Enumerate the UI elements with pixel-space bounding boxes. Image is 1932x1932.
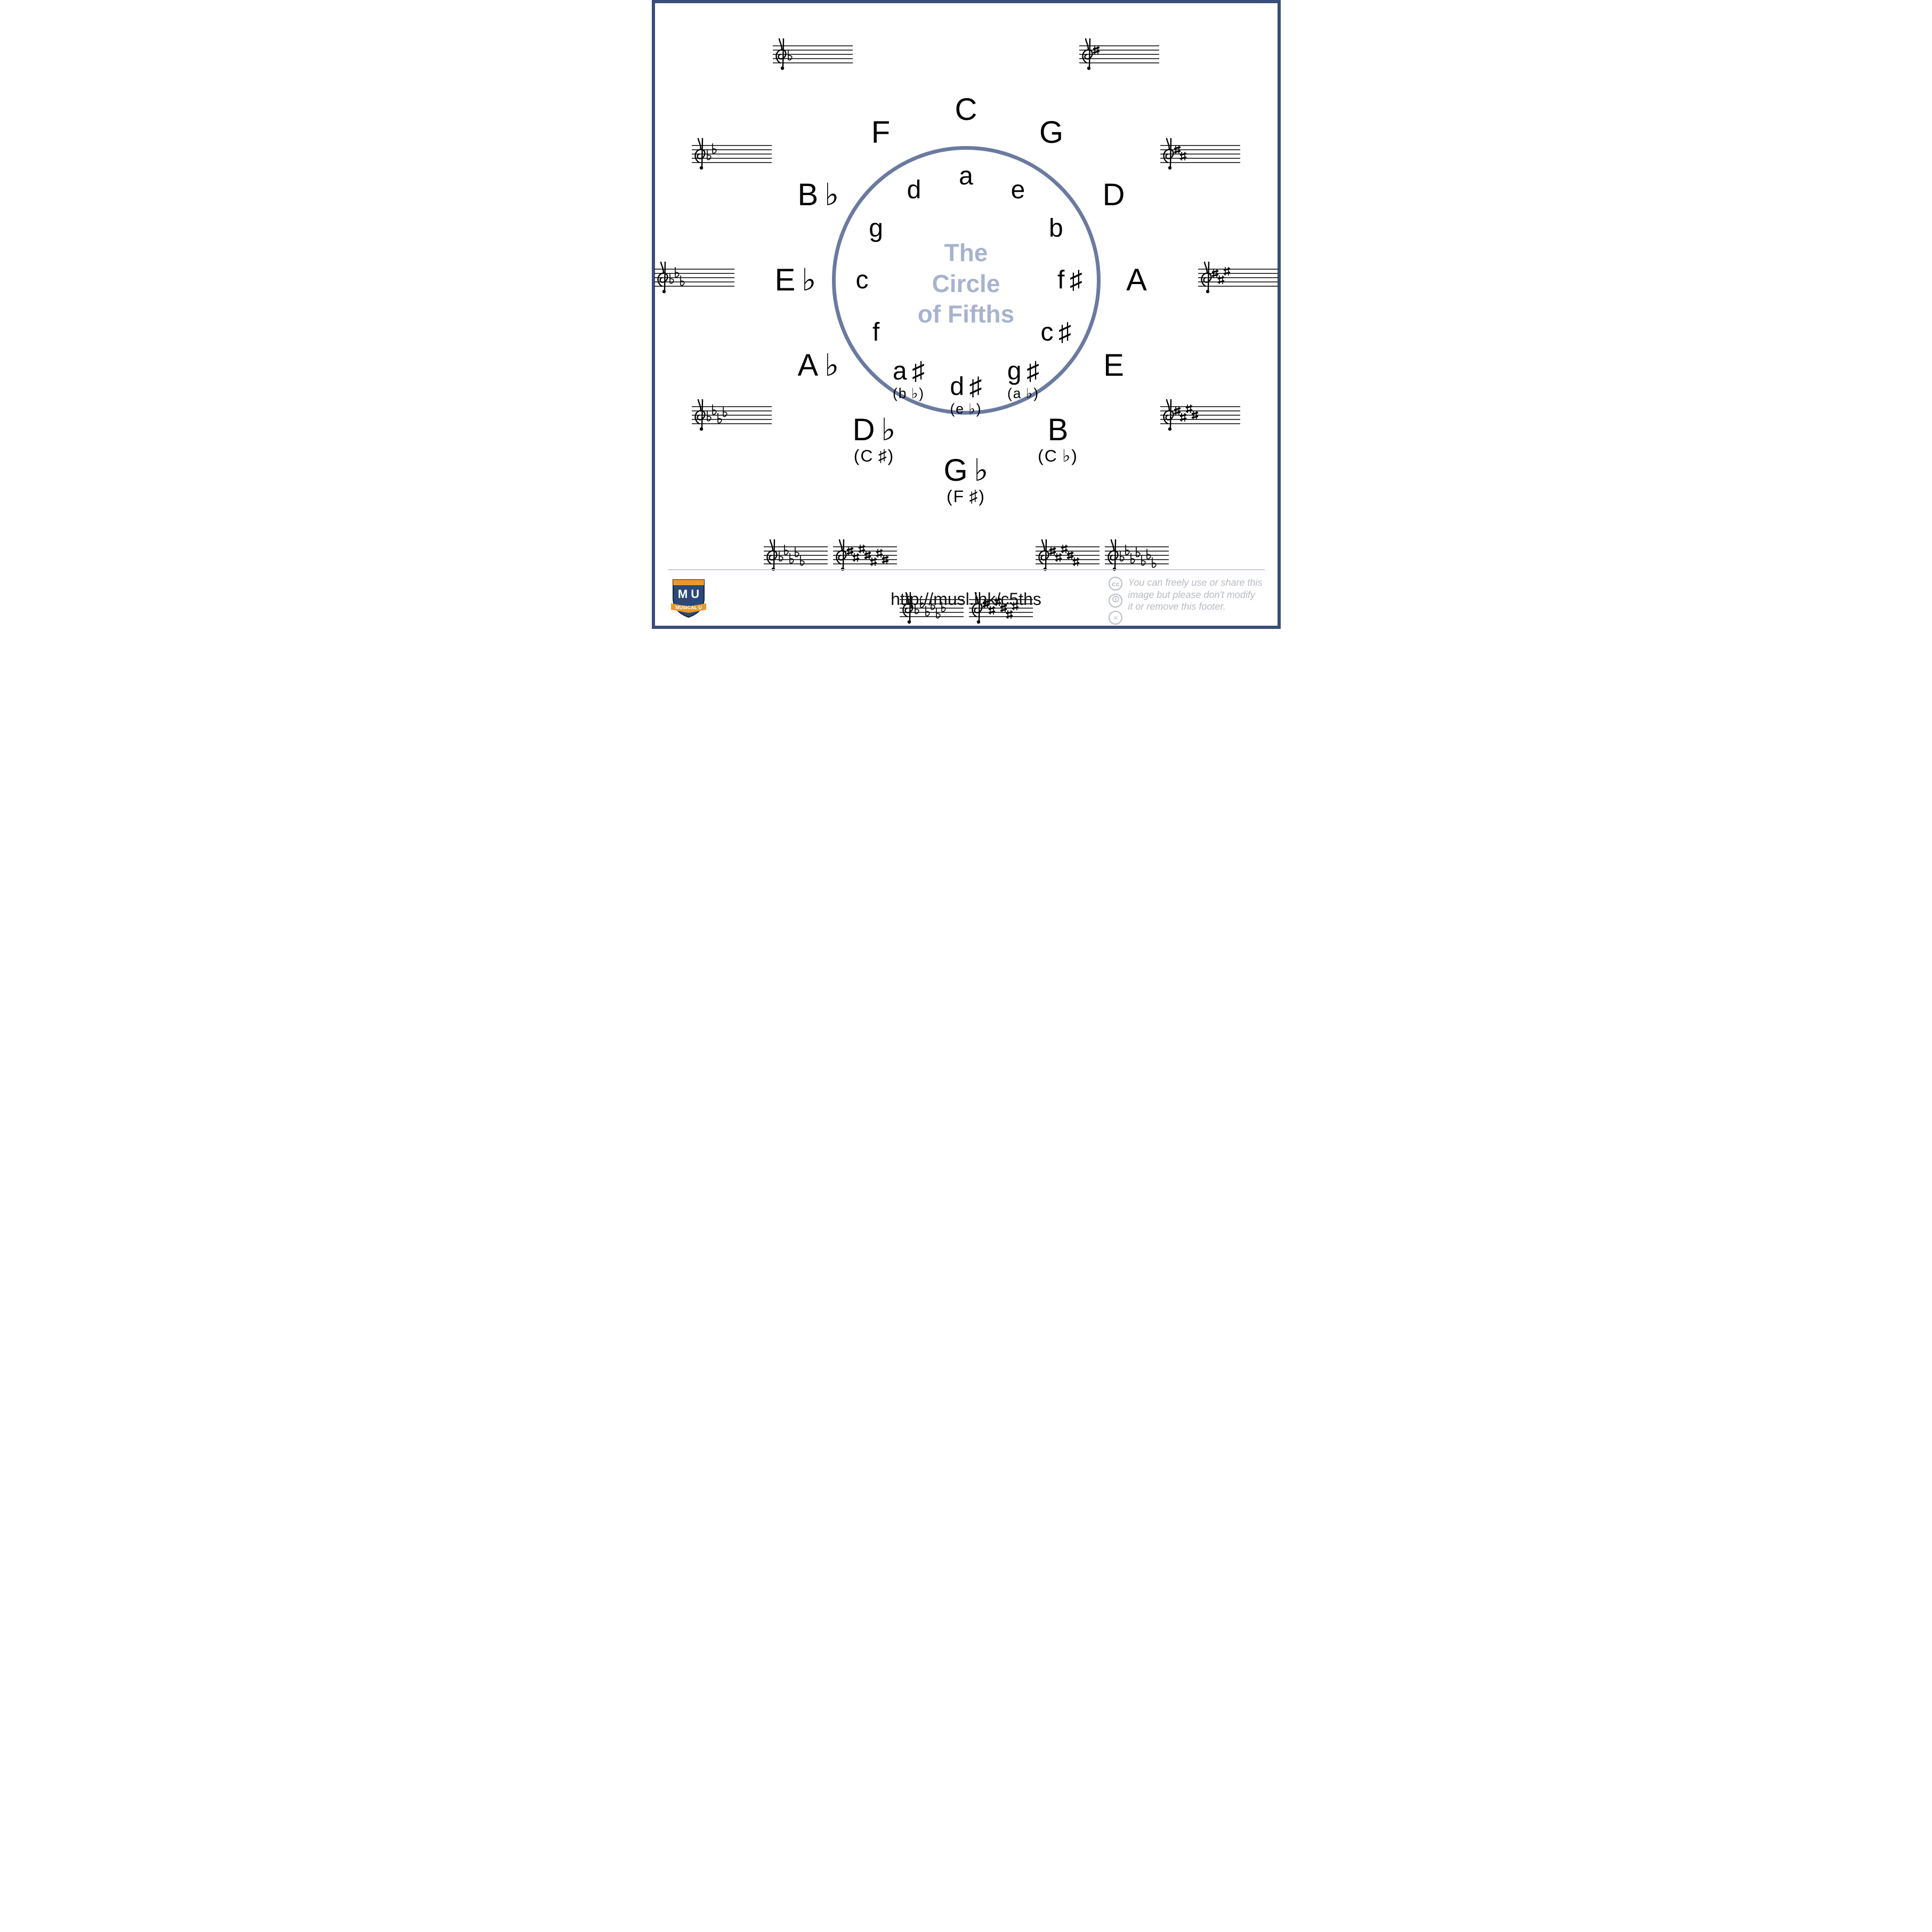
diagram-stage: The Circle of Fifths Ca Ge Db Af ♯	[655, 3, 1278, 626]
staff-segment	[692, 138, 772, 175]
key-signature-staff	[1198, 262, 1278, 299]
minor-key-label: g ♯(a ♭)	[1007, 359, 1039, 400]
by-icon: 🛈	[1109, 594, 1122, 608]
major-key-label: E	[1103, 350, 1124, 381]
major-key-label: E ♭	[775, 265, 817, 296]
footer: M U MUSICAL U http://musl.ink/c5ths cc 🛈…	[668, 569, 1265, 617]
cc-icon: cc	[1109, 577, 1122, 591]
staff-segment	[773, 38, 853, 76]
minor-key-label: c ♯	[1041, 320, 1072, 345]
staff-segment	[654, 262, 734, 299]
staff-segment	[692, 399, 772, 436]
footer-rule	[668, 569, 1265, 570]
cc-line: You can freely use or share this	[1128, 577, 1262, 589]
minor-key-label: f	[872, 320, 879, 345]
minor-key-label: d	[907, 177, 921, 203]
staff-segment	[1079, 38, 1159, 76]
minor-key-label: b	[1049, 216, 1063, 241]
key-signature-staff	[773, 38, 853, 76]
minor-key-label: f ♯	[1057, 268, 1082, 293]
key-signature-staff	[1160, 138, 1240, 175]
key-signature-staff	[1079, 38, 1159, 76]
major-key-label: A ♭	[798, 350, 839, 381]
center-title: The Circle of Fifths	[892, 238, 1041, 330]
major-key-label: B ♭	[798, 180, 839, 211]
key-signature-staff	[692, 138, 772, 175]
major-key-label: F	[871, 117, 890, 148]
major-key-label: A	[1126, 265, 1147, 296]
minor-key-label: d ♯(e ♭)	[950, 374, 982, 416]
minor-key-label: g	[869, 216, 883, 241]
major-key-label: D ♭(C ♯)	[853, 415, 896, 465]
staff-segment	[1160, 399, 1240, 436]
major-key-label: G	[1039, 117, 1063, 148]
minor-key-label: e	[1011, 177, 1025, 203]
major-key-label: B(C ♭)	[1038, 415, 1078, 465]
major-key-label: G ♭(F ♯)	[943, 455, 988, 505]
diagram-frame: The Circle of Fifths Ca Ge Db Af ♯	[652, 0, 1281, 629]
major-key-label: C	[955, 94, 977, 125]
nd-icon: =	[1109, 611, 1122, 625]
minor-key-label: a	[959, 164, 973, 189]
cc-line: image but please don't modify	[1128, 589, 1262, 601]
key-signature-staff	[1160, 399, 1240, 436]
key-signature-staff	[692, 399, 772, 436]
major-key-label: D	[1103, 180, 1125, 211]
key-signature-staff	[654, 262, 734, 299]
staff-segment	[1198, 262, 1278, 299]
license-note: cc 🛈 = You can freely use or share this …	[1109, 577, 1262, 625]
staff-segment	[1160, 138, 1240, 175]
minor-key-label: c	[856, 268, 869, 293]
cc-line: it or remove this footer.	[1128, 601, 1262, 613]
minor-key-label: a ♯(b ♭)	[893, 359, 925, 400]
